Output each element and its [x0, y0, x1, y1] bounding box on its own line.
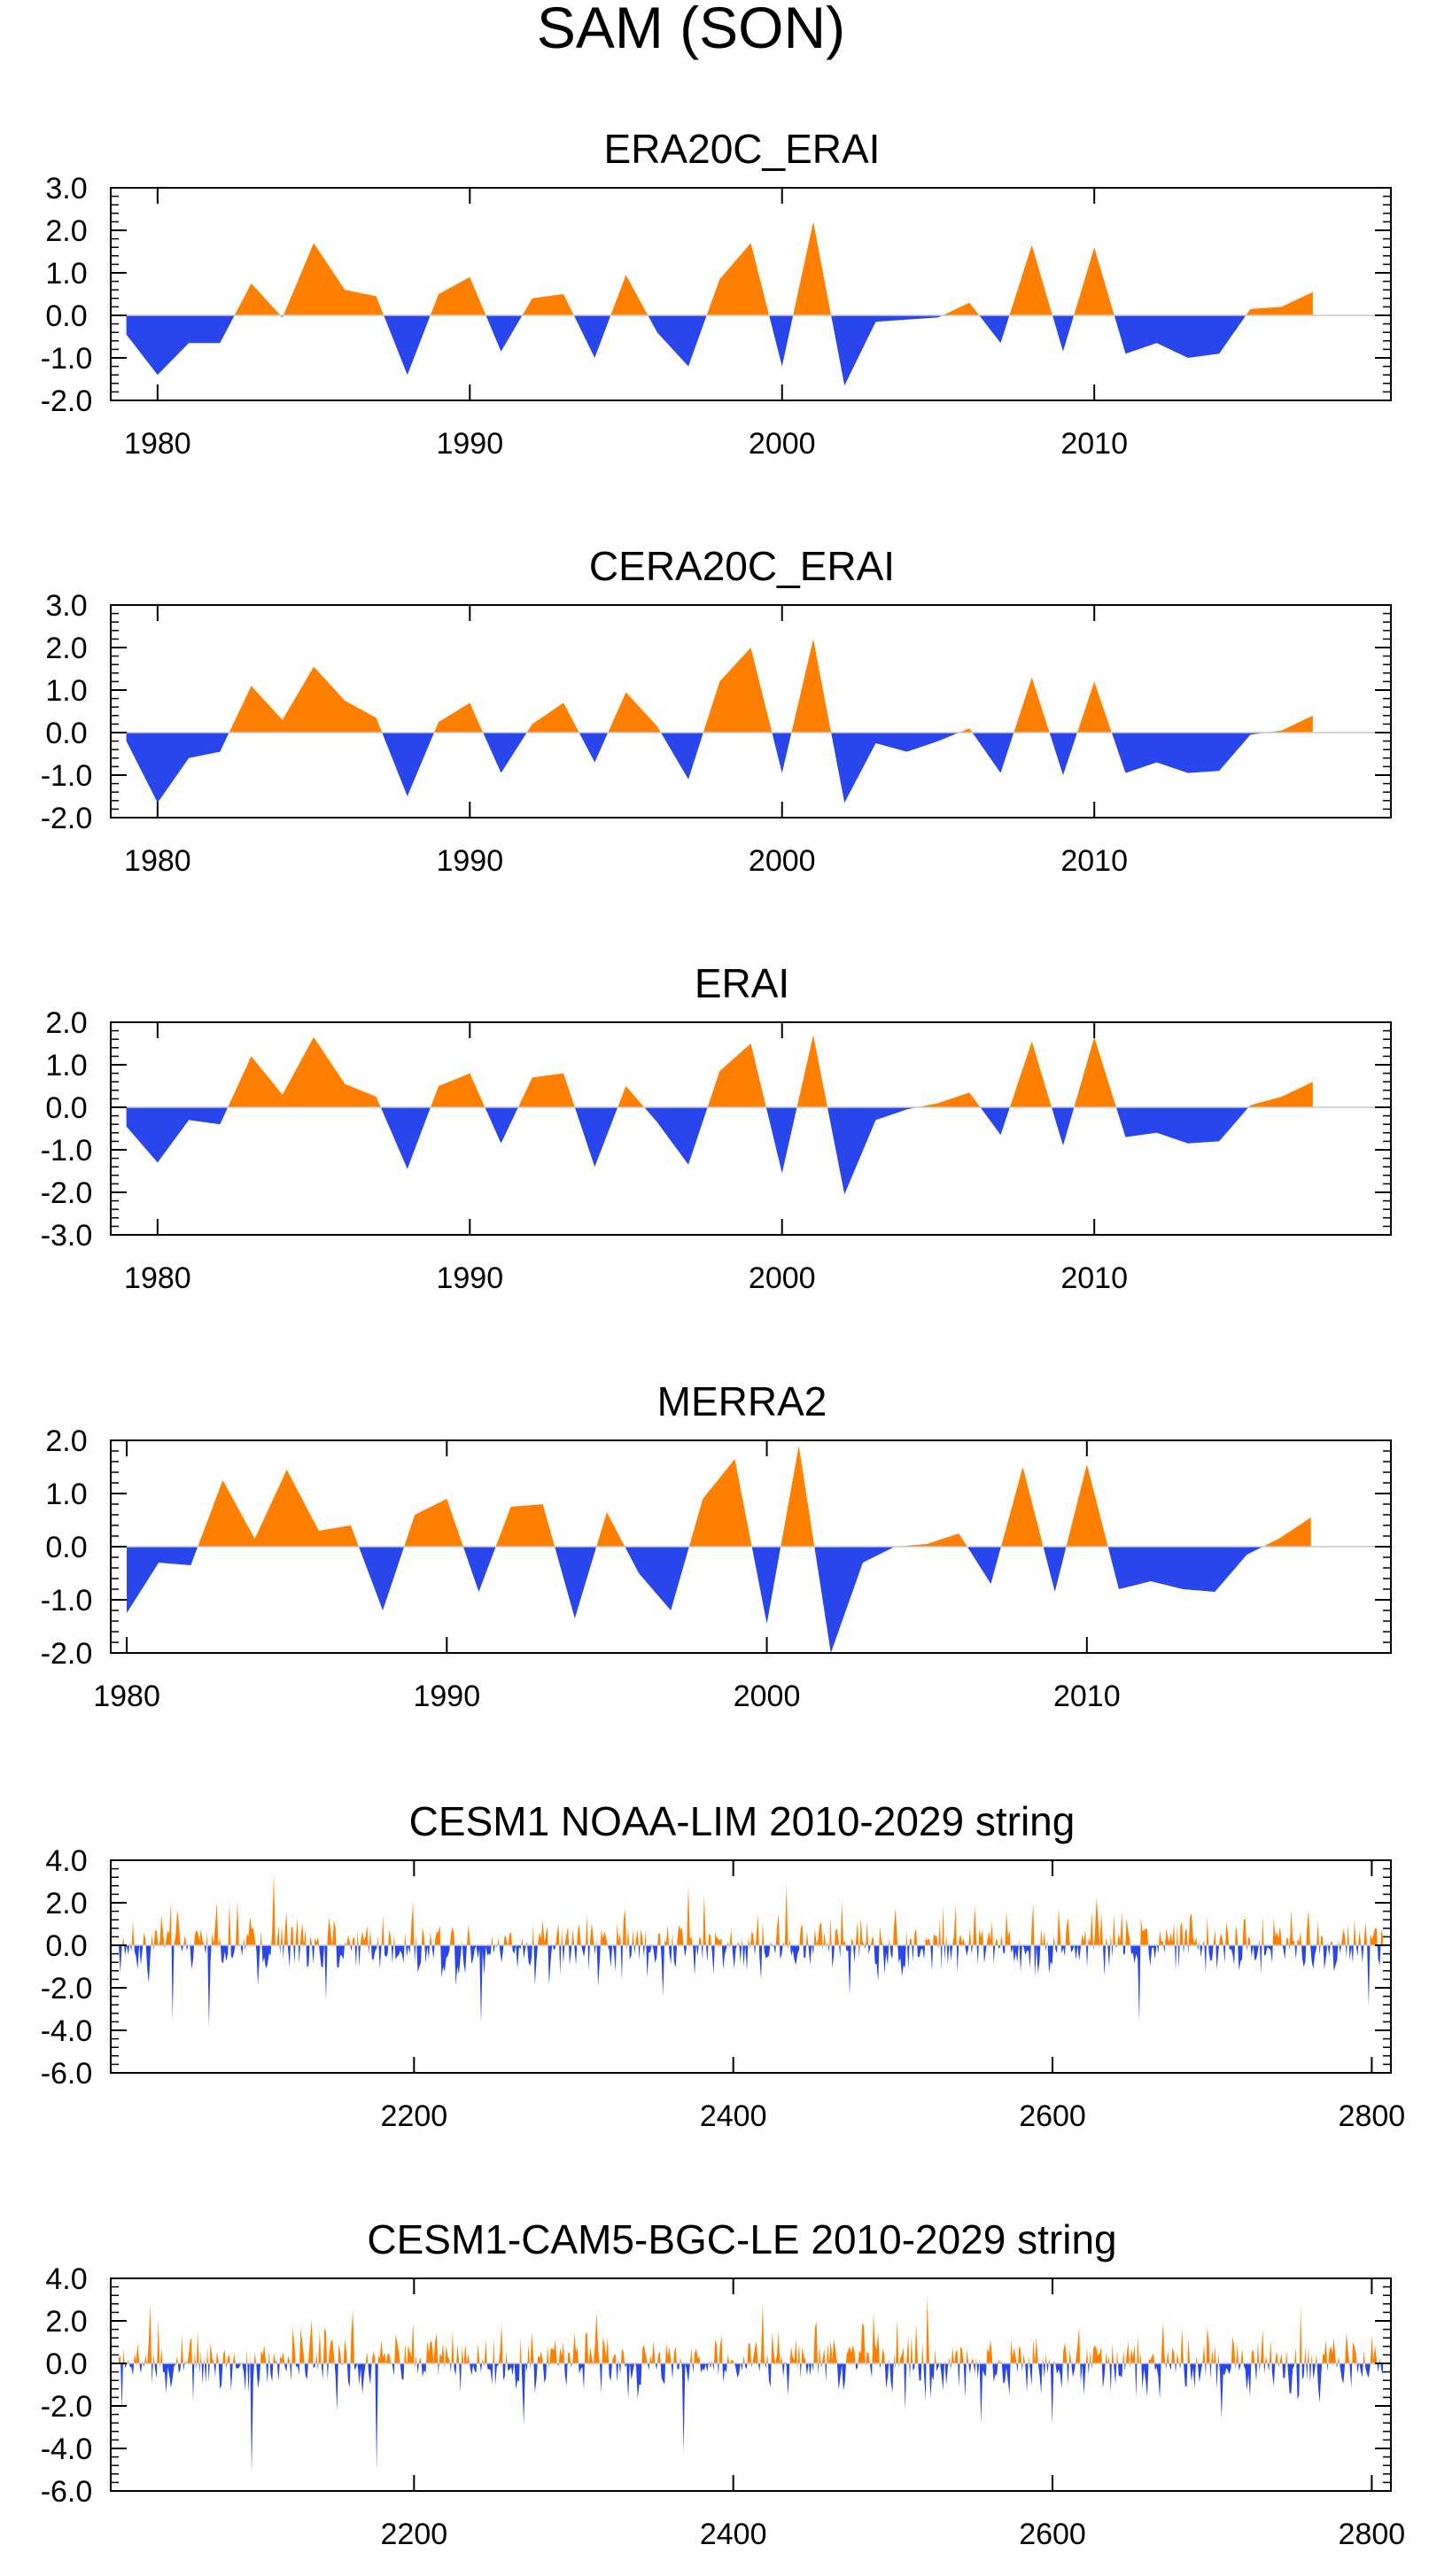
y-tick-label: 1.0 [45, 1478, 87, 1511]
y-tick-label: -2.0 [41, 1637, 93, 1671]
negative-area [119, 1945, 1383, 2027]
y-tick-label: 4.0 [45, 2262, 87, 2296]
negative-area [126, 733, 1313, 803]
y-tick-label: 0.0 [45, 2347, 87, 2381]
x-tick-label: 1980 [124, 1261, 191, 1295]
positive-area [127, 1446, 1311, 1547]
y-tick-label: 2.0 [45, 1006, 87, 1040]
y-tick-label: -2.0 [41, 2390, 93, 2424]
positive-area [119, 2295, 1383, 2363]
negative-area [126, 315, 1313, 386]
y-tick-label: 0.0 [45, 1531, 87, 1564]
panel-title: CESM1 NOAA-LIM 2010-2029 string [409, 1798, 1076, 1844]
panel-title: CESM1-CAM5-BGC-LE 2010-2029 string [367, 2216, 1116, 2262]
figure-title: SAM (SON) [537, 0, 845, 60]
y-tick-label: -4.0 [41, 2432, 93, 2466]
y-tick-label: 4.0 [45, 1844, 87, 1878]
x-tick-label: 2010 [1060, 427, 1128, 461]
panel-3: ERAI 2.0 1.0 0.0 -1.0 -2.0 -3.0 1980 1990 2000 201… [41, 960, 1392, 1295]
y-tick-label: 2.0 [45, 1424, 87, 1458]
panel-6: CESM1-CAM5-BGC-LE 2010-2029 string 4.0 2.0… [41, 2216, 1405, 2551]
x-tick-label: 2000 [749, 1261, 816, 1295]
y-tick-label: -4.0 [41, 2014, 93, 2048]
x-tick-label: 2600 [1019, 2518, 1086, 2551]
positive-area [126, 221, 1313, 315]
x-tick-label: 2000 [749, 427, 816, 461]
y-tick-label: -6.0 [41, 2475, 93, 2509]
x-tick-label: 1980 [93, 1680, 160, 1713]
plot-frame [110, 2277, 1392, 2492]
x-tick-label: 2800 [1339, 2099, 1406, 2133]
negative-area [119, 2363, 1383, 2474]
y-tick-label: 3.0 [45, 589, 87, 623]
plot-frame [110, 604, 1392, 819]
plot-frame [110, 187, 1392, 401]
y-tick-label: -1.0 [41, 759, 93, 793]
y-tick-label: 2.0 [45, 632, 87, 665]
x-tick-label: 2000 [734, 1680, 801, 1713]
x-tick-label: 1980 [124, 844, 191, 878]
panel-title: ERAI [695, 960, 789, 1006]
y-tick-label: 0.0 [45, 299, 87, 333]
x-tick-label: 2010 [1053, 1680, 1121, 1713]
y-tick-label: -1.0 [41, 1584, 93, 1618]
y-tick-label: -1.0 [41, 1134, 93, 1168]
y-tick-label: 0.0 [45, 1091, 87, 1125]
y-tick-label: -6.0 [41, 2057, 93, 2091]
negative-area [127, 1547, 1311, 1653]
x-tick-label: 1990 [436, 1261, 503, 1295]
y-tick-label: -3.0 [41, 1219, 93, 1253]
y-tick-label: -1.0 [41, 342, 93, 376]
y-tick-label: 0.0 [45, 1929, 87, 1963]
x-tick-label: 2600 [1019, 2099, 1086, 2133]
x-tick-label: 2200 [381, 2099, 448, 2133]
x-tick-label: 1980 [124, 427, 191, 461]
y-tick-label: 1.0 [45, 1049, 87, 1082]
plot-frame [110, 1439, 1392, 1654]
panel-title: MERRA2 [657, 1378, 827, 1424]
negative-area [126, 1107, 1313, 1195]
x-tick-label: 2800 [1339, 2518, 1406, 2551]
panel-title: ERA20C_ERAI [604, 126, 881, 172]
positive-area [126, 1035, 1313, 1107]
panel-title: CERA20C_ERAI [589, 543, 895, 589]
panel-1: ERA20C_ERAI 3.0 2.0 1.0 0.0 -1.0 -2.0 1980 1990 2… [41, 126, 1392, 461]
y-tick-label: -2.0 [41, 384, 93, 418]
y-tick-label: -2.0 [41, 1176, 93, 1210]
x-tick-label: 2010 [1060, 844, 1128, 878]
y-tick-label: 3.0 [45, 172, 87, 206]
x-tick-label: 1990 [436, 844, 503, 878]
panel-2: CERA20C_ERAI 3.0 2.0 1.0 0.0 -1.0 -2.0 1980 1990… [41, 543, 1392, 878]
y-tick-label: 2.0 [45, 2305, 87, 2339]
x-tick-label: 2200 [381, 2518, 448, 2551]
y-tick-label: 1.0 [45, 257, 87, 291]
y-tick-label: 0.0 [45, 717, 87, 750]
panel-5: CESM1 NOAA-LIM 2010-2029 string 4.0 2.0 0.0… [41, 1798, 1405, 2133]
plot-frame [110, 1859, 1392, 2074]
y-tick-label: 2.0 [45, 214, 87, 248]
positive-area [119, 1872, 1383, 1945]
y-tick-label: 2.0 [45, 1887, 87, 1920]
y-tick-label: 1.0 [45, 674, 87, 708]
y-tick-label: -2.0 [41, 802, 93, 835]
x-tick-label: 1990 [413, 1680, 480, 1713]
plot-frame [110, 1021, 1392, 1236]
x-tick-label: 1990 [436, 427, 503, 461]
x-tick-label: 2400 [700, 2099, 767, 2133]
y-tick-label: -2.0 [41, 1972, 93, 2006]
x-tick-label: 2010 [1060, 1261, 1128, 1295]
x-tick-label: 2000 [749, 844, 816, 878]
positive-area [126, 639, 1313, 733]
x-tick-label: 2400 [700, 2518, 767, 2551]
